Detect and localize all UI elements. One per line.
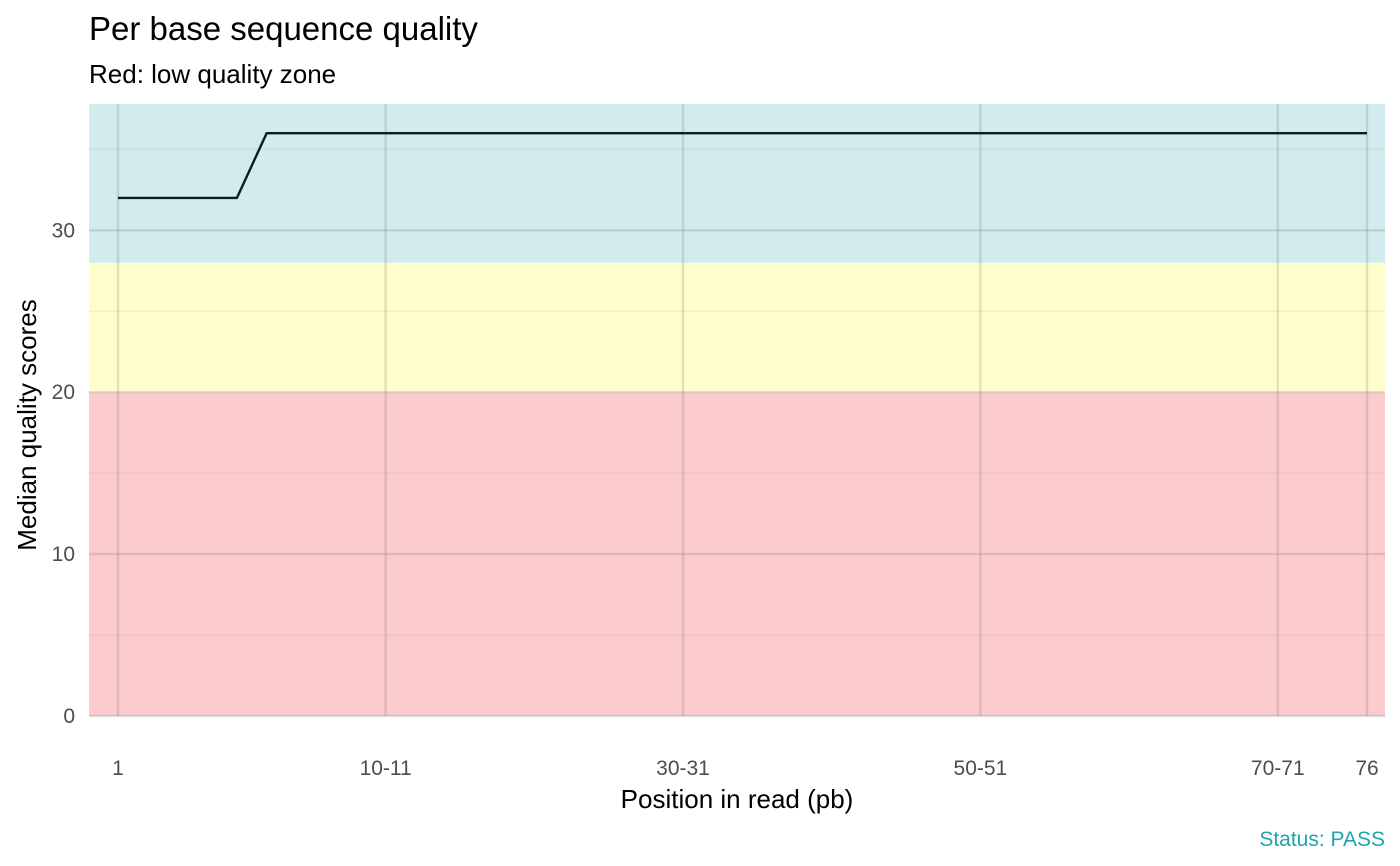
series-lines bbox=[118, 131, 1367, 200]
x-tick-label-2: 30-31 bbox=[656, 757, 710, 780]
zone-band-1 bbox=[89, 262, 1385, 393]
chart-subtitle: Red: low quality zone bbox=[89, 59, 336, 89]
zone-band-0 bbox=[89, 392, 1385, 716]
x-tick-label-5: 76 bbox=[1355, 757, 1378, 780]
x-tick-label-1: 10-11 bbox=[360, 757, 412, 780]
x-tick-label-0: 1 bbox=[112, 757, 124, 780]
x-tick-label-4: 70-71 bbox=[1251, 757, 1305, 780]
zone-band-2 bbox=[89, 104, 1385, 263]
quality-zones bbox=[89, 104, 1385, 716]
y-axis-title: Median quality scores bbox=[12, 299, 42, 550]
y-tick-label-0: 0 bbox=[63, 705, 75, 728]
grid-lines bbox=[89, 104, 1385, 718]
x-axis-title: Position in read (pb) bbox=[621, 784, 854, 814]
x-tick-label-3: 50-51 bbox=[954, 757, 1008, 780]
y-tick-label-2: 20 bbox=[52, 381, 75, 404]
status-caption: Status: PASS bbox=[1259, 828, 1385, 851]
y-tick-label-3: 30 bbox=[52, 219, 75, 242]
y-tick-label-1: 10 bbox=[52, 543, 75, 566]
series-line-0 bbox=[118, 131, 1367, 200]
y-axis-ticks: 0 10 20 30 bbox=[52, 219, 75, 728]
chart-title: Per base sequence quality bbox=[89, 10, 478, 47]
x-axis-ticks: 1 10-11 30-31 50-51 70-71 76 bbox=[112, 757, 1379, 780]
